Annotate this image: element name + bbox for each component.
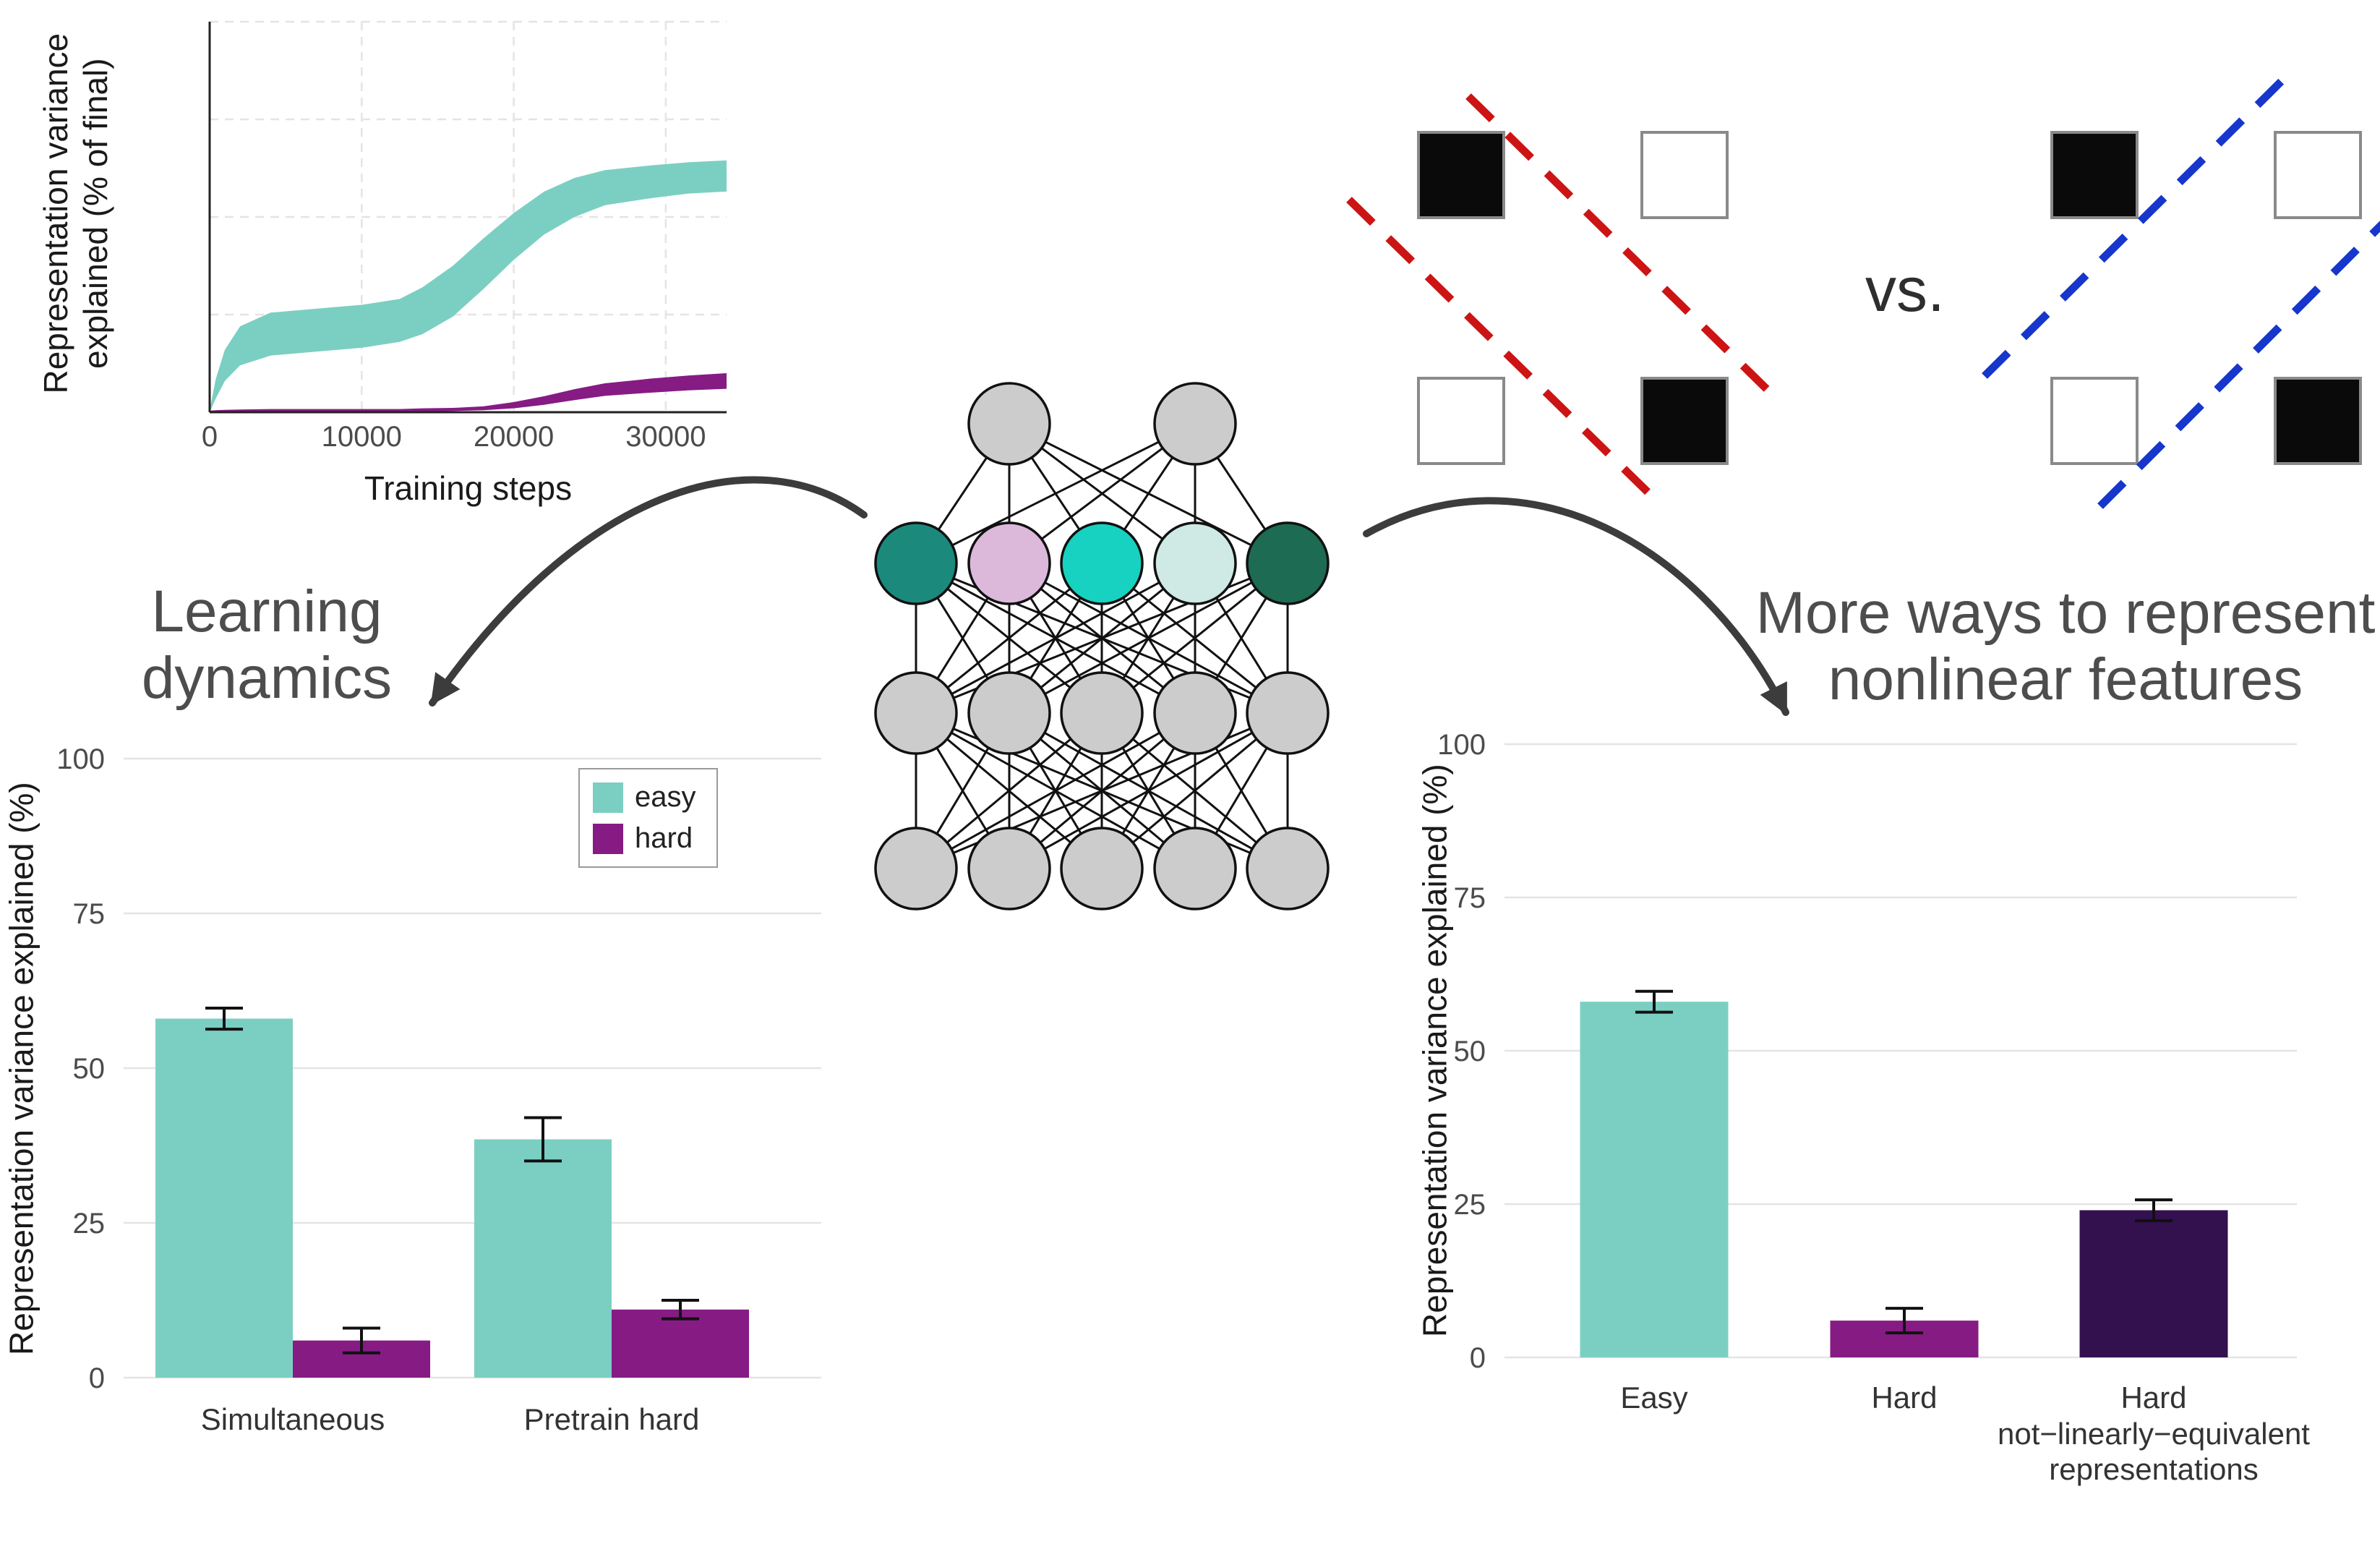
network-node [1246, 827, 1330, 910]
network-node [874, 521, 958, 605]
bar-2 [2079, 1210, 2228, 1357]
xor-cell-empty [2274, 131, 2362, 219]
left-bars-y-axis-label: Representation variance explained (%) [2, 782, 40, 1355]
x-category-label: Simultaneous [200, 1402, 385, 1436]
network-node [1060, 671, 1144, 755]
y-tick-label: 100 [1437, 729, 1486, 761]
bar-0 [1580, 1002, 1729, 1357]
x-category-label: Hard not−linearly−equivalent representat… [1998, 1381, 2310, 1487]
legend-swatch-hard [593, 823, 623, 854]
x-category-label: Hard [1871, 1381, 1938, 1415]
decision-boundary-line [2097, 221, 2380, 509]
legend-swatch-easy [593, 782, 623, 813]
network-node [1153, 671, 1237, 755]
network-node [967, 671, 1051, 755]
y-tick-label: 0 [1470, 1342, 1486, 1374]
network-node [874, 827, 958, 910]
y-tick-label: 25 [1454, 1189, 1486, 1221]
network-edge [915, 712, 1196, 870]
neural-network-diagram [874, 382, 1330, 910]
decision-boundary-line [1465, 93, 1781, 403]
x-tick-label: 30000 [625, 421, 706, 453]
bar-easy [474, 1139, 612, 1378]
decision-boundary-line [1346, 197, 1661, 506]
y-tick-label: 0 [89, 1362, 105, 1394]
network-node [1060, 827, 1144, 910]
network-node [1153, 382, 1237, 466]
network-node [967, 382, 1051, 466]
x-tick-label: 10000 [322, 421, 402, 453]
training-x-axis-label: Training steps [364, 469, 573, 507]
y-tick-label: 25 [73, 1208, 106, 1240]
x-category-label: Pretrain hard [523, 1402, 700, 1436]
network-node [1153, 827, 1237, 910]
network-node [1153, 521, 1237, 605]
xor-cell-filled [2050, 131, 2139, 219]
xor-cell-empty [1417, 377, 1505, 465]
bar-easy [155, 1018, 293, 1378]
xor-cell-empty [1640, 131, 1729, 219]
legend-label-easy: easy [635, 781, 696, 813]
x-tick-label: 20000 [474, 421, 554, 453]
network-node [1060, 521, 1144, 605]
y-tick-label: 75 [73, 898, 106, 930]
arrow-to-learning-dynamics-icon [429, 476, 868, 707]
legend-item-hard: hard [593, 822, 696, 855]
nonlinear-features-bar-chart: 0 25 50 75 100 [1437, 729, 2297, 1374]
legend-item-easy: easy [593, 781, 696, 814]
bar-hard [612, 1309, 749, 1378]
y-tick-label: 50 [1454, 1036, 1486, 1067]
training-curve-chart: 0 10000 20000 30000 [202, 20, 727, 453]
xor-cell-filled [1417, 131, 1505, 219]
network-node [1246, 671, 1330, 755]
y-tick-label: 75 [1454, 882, 1486, 914]
xor-diagram [1346, 75, 2380, 509]
ribbon-hard [210, 373, 727, 412]
xor-cell-filled [2274, 377, 2362, 465]
x-tick-label: 0 [202, 421, 218, 453]
network-node [1246, 521, 1330, 605]
network-node [967, 827, 1051, 910]
network-node [967, 521, 1051, 605]
legend-label-hard: hard [635, 822, 693, 854]
learning-dynamics-bar-chart: 0 25 50 75 100 [56, 743, 821, 1394]
vs-label: vs. [1865, 255, 1945, 325]
y-tick-label: 50 [73, 1053, 106, 1085]
more-ways-label: More ways to represent nonlinear feature… [1755, 580, 2376, 712]
chart-legend: easy hard [578, 768, 718, 868]
x-category-label: Easy [1620, 1381, 1688, 1415]
xor-cell-empty [2050, 377, 2139, 465]
network-edge [915, 422, 1196, 565]
decision-boundary-line [1982, 75, 2287, 379]
network-edge [1009, 712, 1288, 870]
network-edge [915, 562, 1196, 714]
learning-dynamics-label: Learning dynamics [141, 579, 393, 711]
right-bars-y-axis-label: Representation variance explained (%) [1416, 764, 1454, 1337]
ribbon-easy [210, 160, 727, 412]
network-edge [1009, 562, 1288, 714]
y-tick-label: 100 [56, 743, 105, 775]
xor-cell-filled [1640, 377, 1729, 465]
arrow-to-nonlinear-features-icon [1363, 497, 1789, 716]
network-node [874, 671, 958, 755]
